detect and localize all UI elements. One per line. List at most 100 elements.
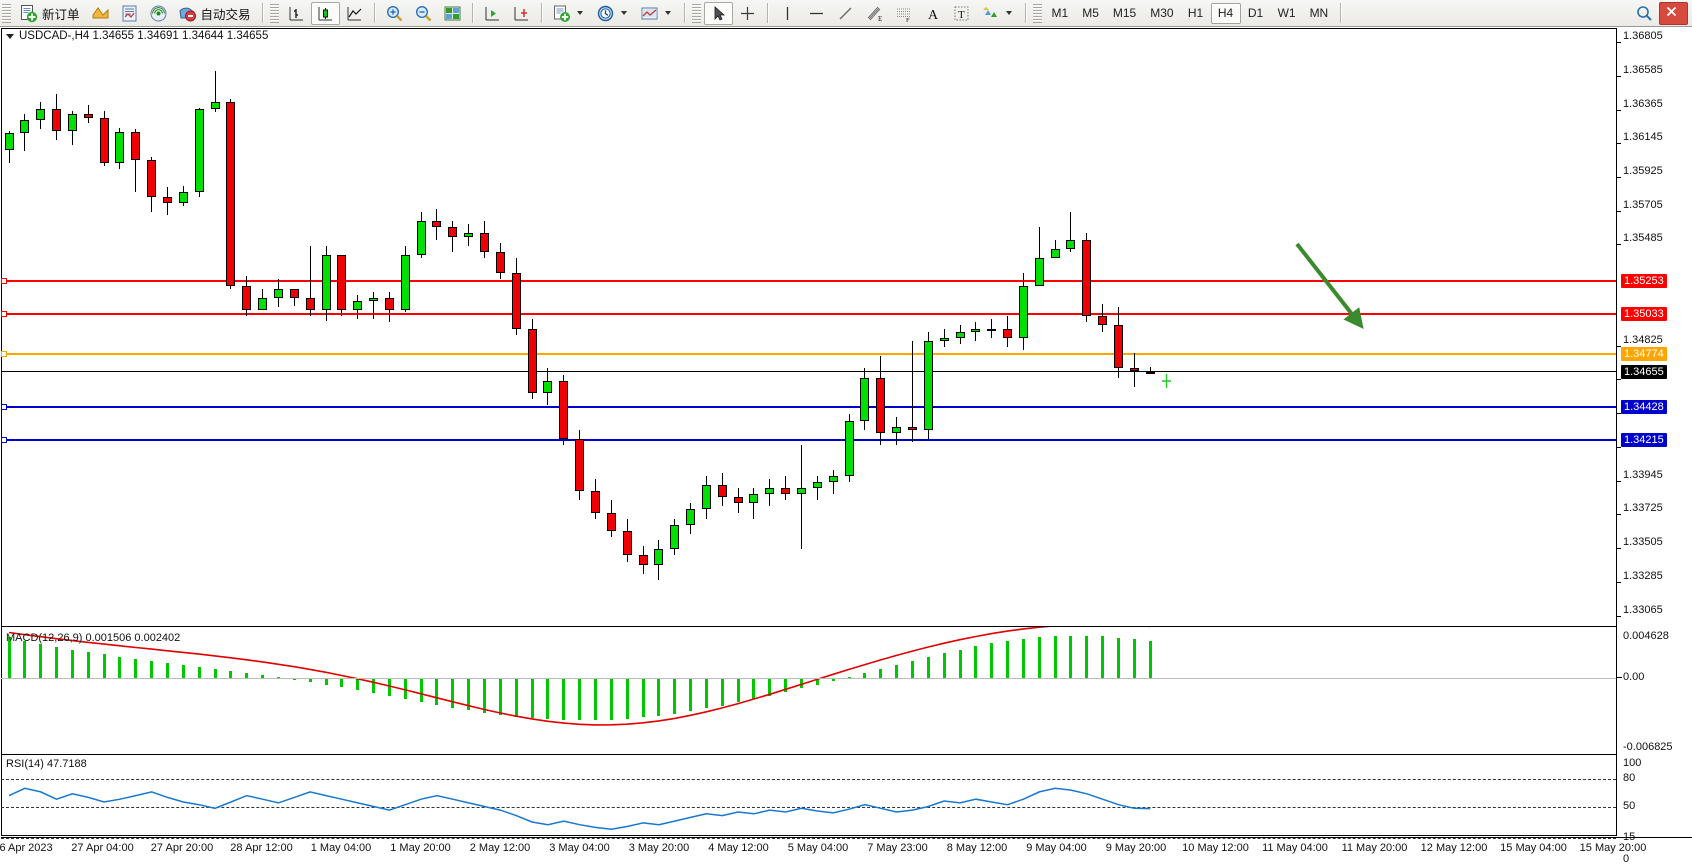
candlestick[interactable] bbox=[448, 221, 458, 252]
timeframe-m30[interactable]: M30 bbox=[1150, 6, 1174, 20]
chart-shift-button[interactable] bbox=[478, 2, 507, 25]
candlestick[interactable] bbox=[115, 128, 125, 170]
close-button[interactable] bbox=[1659, 1, 1688, 25]
candlestick[interactable] bbox=[194, 107, 204, 197]
timeframe-h1[interactable]: H1 bbox=[1187, 6, 1204, 20]
candlestick[interactable] bbox=[289, 288, 299, 306]
candlestick[interactable] bbox=[765, 478, 775, 507]
candlestick[interactable] bbox=[559, 374, 569, 446]
toolbar-grip-2[interactable] bbox=[269, 3, 279, 23]
candlestick[interactable] bbox=[527, 319, 537, 400]
timeframe-w1[interactable]: W1 bbox=[1277, 6, 1296, 20]
auto-scroll-button[interactable] bbox=[507, 2, 536, 25]
candlestick[interactable] bbox=[305, 245, 315, 317]
candlestick[interactable] bbox=[321, 245, 331, 321]
market-watch-button[interactable] bbox=[115, 2, 144, 25]
candlestick[interactable] bbox=[67, 110, 77, 145]
chart-menu-chevron-icon[interactable] bbox=[6, 33, 14, 39]
candlestick[interactable] bbox=[876, 356, 886, 446]
candlestick[interactable] bbox=[1129, 353, 1139, 387]
period-button[interactable] bbox=[591, 2, 635, 25]
candlestick[interactable] bbox=[258, 288, 268, 311]
candlestick[interactable] bbox=[511, 258, 521, 335]
candlestick[interactable] bbox=[749, 488, 759, 519]
rsi-pane[interactable] bbox=[1, 755, 1616, 862]
candlestick[interactable] bbox=[273, 279, 283, 308]
candlestick[interactable] bbox=[701, 475, 711, 519]
candlestick[interactable] bbox=[923, 331, 933, 439]
autotrading-button[interactable]: 自动交易 bbox=[173, 2, 257, 25]
candlestick[interactable] bbox=[939, 328, 949, 347]
price-tag-resistance-0[interactable]: 1.35253 bbox=[1621, 273, 1667, 288]
candlestick[interactable] bbox=[686, 503, 696, 534]
candlestick[interactable] bbox=[20, 113, 30, 151]
search-button[interactable] bbox=[1630, 2, 1659, 25]
candlestick[interactable] bbox=[590, 478, 600, 519]
candlestick[interactable] bbox=[797, 445, 806, 550]
cursor-button[interactable] bbox=[703, 1, 733, 25]
candlestick[interactable] bbox=[400, 245, 410, 312]
candlestick[interactable] bbox=[99, 110, 109, 166]
price-tag-resistance-1[interactable]: 1.35033 bbox=[1621, 307, 1667, 322]
candlestick[interactable] bbox=[971, 322, 981, 341]
candlestick-chart-button[interactable] bbox=[310, 1, 340, 25]
candlestick[interactable] bbox=[1018, 273, 1028, 350]
candlestick[interactable] bbox=[369, 291, 379, 320]
candlestick[interactable] bbox=[1114, 307, 1123, 378]
horizontal-line-button[interactable] bbox=[802, 2, 831, 25]
timeframe-m5[interactable]: M5 bbox=[1082, 6, 1099, 20]
zoom-out-button[interactable] bbox=[409, 2, 438, 25]
candlestick[interactable] bbox=[384, 291, 394, 323]
equidistant-channel-button[interactable]: E bbox=[860, 2, 889, 25]
new-order-button[interactable]: 新订单 bbox=[14, 2, 86, 25]
indicator-list-button[interactable] bbox=[86, 2, 115, 25]
time-scale[interactable]: 26 Apr 2023 27 Apr 04:00 27 Apr 20:00 28 Ap… bbox=[0, 837, 1692, 859]
line-chart-button[interactable] bbox=[340, 2, 369, 25]
candlestick[interactable] bbox=[606, 500, 616, 538]
shapes-button[interactable] bbox=[976, 2, 1020, 25]
candlestick[interactable] bbox=[987, 319, 997, 338]
candlestick[interactable] bbox=[163, 187, 172, 216]
chart-grid-button[interactable] bbox=[438, 2, 467, 25]
chevron-down-icon-3[interactable] bbox=[664, 11, 671, 15]
crosshair-button[interactable] bbox=[733, 2, 762, 25]
candlestick[interactable] bbox=[781, 475, 791, 501]
add-indicator-button[interactable] bbox=[547, 2, 591, 25]
timeframe-d1[interactable]: D1 bbox=[1247, 6, 1264, 20]
candlestick[interactable] bbox=[52, 93, 62, 140]
toolbar-grip[interactable] bbox=[2, 3, 11, 23]
toolbar-grip-3[interactable] bbox=[691, 3, 701, 23]
candlestick[interactable] bbox=[638, 546, 648, 574]
candlestick[interactable] bbox=[131, 129, 141, 193]
zoom-in-button[interactable] bbox=[380, 2, 409, 25]
price-scale[interactable]: 1.36805 1.36585 1.36365 1.36145 1.35925 1.357… bbox=[1616, 28, 1692, 836]
candlestick[interactable] bbox=[178, 185, 188, 206]
candlestick[interactable] bbox=[717, 472, 727, 507]
candlestick[interactable] bbox=[83, 104, 93, 124]
candlestick[interactable] bbox=[575, 429, 585, 501]
candlestick[interactable] bbox=[1098, 304, 1108, 332]
candlestick[interactable] bbox=[464, 224, 474, 246]
timeframe-mn[interactable]: MN bbox=[1309, 6, 1329, 20]
fibonacci-button[interactable]: F bbox=[889, 2, 918, 25]
text-label-button[interactable]: T bbox=[947, 2, 976, 25]
candlestick[interactable] bbox=[353, 294, 363, 320]
candlestick[interactable] bbox=[654, 540, 664, 580]
templates-button[interactable] bbox=[635, 2, 679, 25]
candlestick[interactable] bbox=[907, 340, 917, 442]
text-button[interactable]: A bbox=[918, 2, 947, 25]
candlestick[interactable] bbox=[1003, 316, 1013, 347]
price-tag-pivot-2[interactable]: 1.34774 bbox=[1621, 346, 1667, 361]
candlestick[interactable] bbox=[670, 518, 680, 556]
chart-title-bar[interactable]: USDCAD-,H4 1.34655 1.34691 1.34644 1.346… bbox=[6, 30, 268, 42]
price-pane[interactable] bbox=[1, 28, 1616, 626]
bar-chart-button[interactable] bbox=[282, 2, 311, 25]
timeframe-m1[interactable]: M1 bbox=[1051, 6, 1069, 20]
chevron-down-icon-2[interactable] bbox=[620, 11, 627, 15]
candlestick[interactable] bbox=[210, 70, 220, 113]
toolbar-grip-4[interactable] bbox=[1032, 3, 1042, 23]
macd-pane[interactable] bbox=[1, 627, 1616, 754]
timeframe-m15[interactable]: M15 bbox=[1112, 6, 1137, 20]
candlestick[interactable] bbox=[432, 208, 442, 240]
candlestick[interactable] bbox=[860, 368, 870, 430]
